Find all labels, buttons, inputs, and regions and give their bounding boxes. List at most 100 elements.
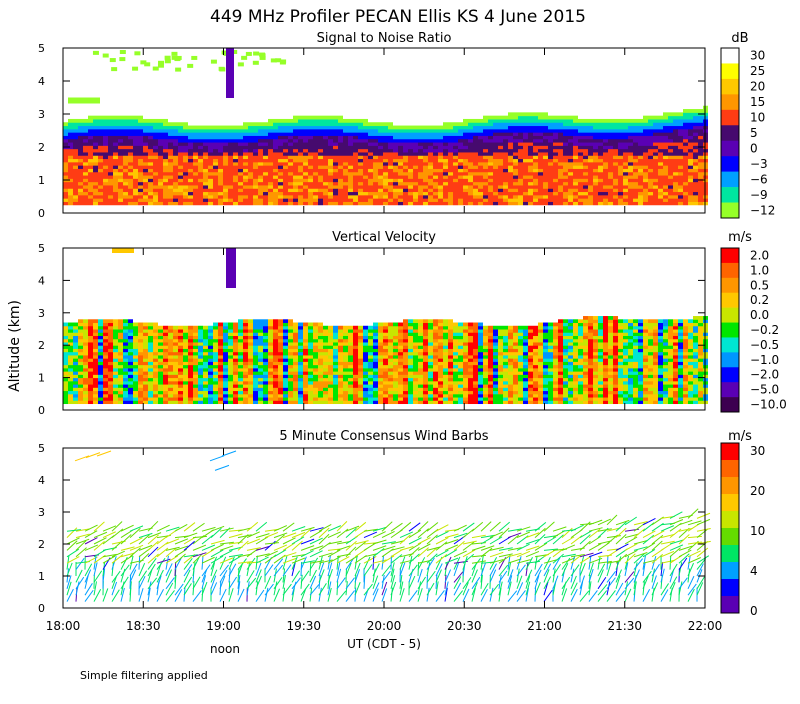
snr-cell [413, 126, 418, 130]
snr-cell [343, 152, 348, 156]
snr-cell [353, 188, 358, 192]
snr-cell [353, 182, 358, 186]
snr-cell [213, 135, 218, 139]
velocity-cell [148, 374, 153, 378]
snr-cell [638, 145, 643, 149]
snr-cell [83, 122, 88, 126]
snr-cell [348, 119, 353, 123]
snr-cell [83, 145, 88, 149]
snr-cell [208, 185, 213, 189]
snr-cell [153, 175, 158, 179]
snr-cell [663, 159, 668, 163]
snr-cell [278, 162, 283, 166]
snr-cell [73, 198, 78, 202]
velocity-cell [188, 400, 193, 404]
velocity-cell [83, 361, 88, 365]
snr-cell [113, 135, 118, 139]
snr-cell [63, 132, 68, 136]
velocity-cell [278, 332, 283, 336]
snr-cell [483, 116, 488, 120]
velocity-cell [78, 323, 83, 327]
snr-cell [338, 139, 343, 143]
snr-cell [223, 198, 228, 202]
velocity-cell [268, 368, 273, 372]
snr-cell [668, 178, 673, 182]
velocity-cell [308, 365, 313, 369]
snr-cell [178, 126, 183, 130]
snr-cell [303, 129, 308, 133]
snr-cell [103, 182, 108, 186]
snr-cell [413, 198, 418, 202]
velocity-cell [293, 323, 298, 327]
snr-cell [593, 185, 598, 189]
velocity-cell [353, 371, 358, 375]
snr-cell [653, 165, 658, 169]
snr-cell [288, 198, 293, 202]
snr-cell [523, 132, 528, 136]
snr-cell [548, 188, 553, 192]
snr-cell [303, 122, 308, 126]
snr-cell [373, 182, 378, 186]
snr-cell [593, 145, 598, 149]
snr-cell [468, 149, 473, 153]
velocity-cell [263, 323, 268, 327]
velocity-cell [178, 387, 183, 391]
snr-cell [593, 152, 598, 156]
snr-cell [628, 162, 633, 166]
snr-cell [548, 152, 553, 156]
snr-cell [603, 129, 608, 133]
snr-cell [218, 165, 223, 169]
snr-cell [523, 198, 528, 202]
snr-cell [203, 155, 208, 159]
snr-cell [258, 129, 263, 133]
snr-cell [438, 149, 443, 153]
snr-cell [238, 201, 243, 205]
velocity-cell [328, 394, 333, 398]
velocity-cell [253, 400, 258, 404]
snr-cell [83, 165, 88, 169]
snr-cell [428, 198, 433, 202]
snr-cell [111, 67, 117, 71]
velocity-cell [203, 342, 208, 346]
snr-cell [193, 139, 198, 143]
snr-cell [653, 135, 658, 139]
snr-cell [428, 192, 433, 196]
velocity-cell [138, 348, 143, 352]
snr-cell [88, 172, 93, 176]
velocity-cell [63, 339, 68, 343]
snr-cell [158, 64, 164, 68]
snr-cell [508, 142, 513, 146]
snr-cell [333, 152, 338, 156]
snr-cell [523, 126, 528, 130]
snr-cell [223, 149, 228, 153]
snr-cell [678, 172, 683, 176]
snr-cell [378, 198, 383, 202]
snr-cell [383, 155, 388, 159]
snr-cell [148, 139, 153, 143]
snr-cell [488, 162, 493, 166]
velocity-cell [153, 397, 158, 401]
snr-cell [418, 159, 423, 163]
snr-cell [418, 129, 423, 133]
snr-cell [343, 168, 348, 172]
snr-cell [628, 198, 633, 202]
velocity-cell [218, 323, 223, 327]
velocity-cell [123, 387, 128, 391]
snr-cell [588, 132, 593, 136]
snr-cell [248, 175, 253, 179]
snr-cell [533, 198, 538, 202]
snr-cell [183, 198, 188, 202]
snr-cell [83, 152, 88, 156]
snr-cell [598, 122, 603, 126]
snr-cell [668, 182, 673, 186]
snr-cell [278, 155, 283, 159]
snr-cell [678, 159, 683, 163]
snr-cell [453, 139, 458, 143]
velocity-cell [263, 391, 268, 395]
snr-cell [633, 129, 638, 133]
velocity-cell [273, 335, 278, 339]
velocity-cell [228, 345, 233, 349]
velocity-cell [223, 352, 228, 356]
snr-cell [143, 188, 148, 192]
snr-cell [688, 139, 693, 143]
